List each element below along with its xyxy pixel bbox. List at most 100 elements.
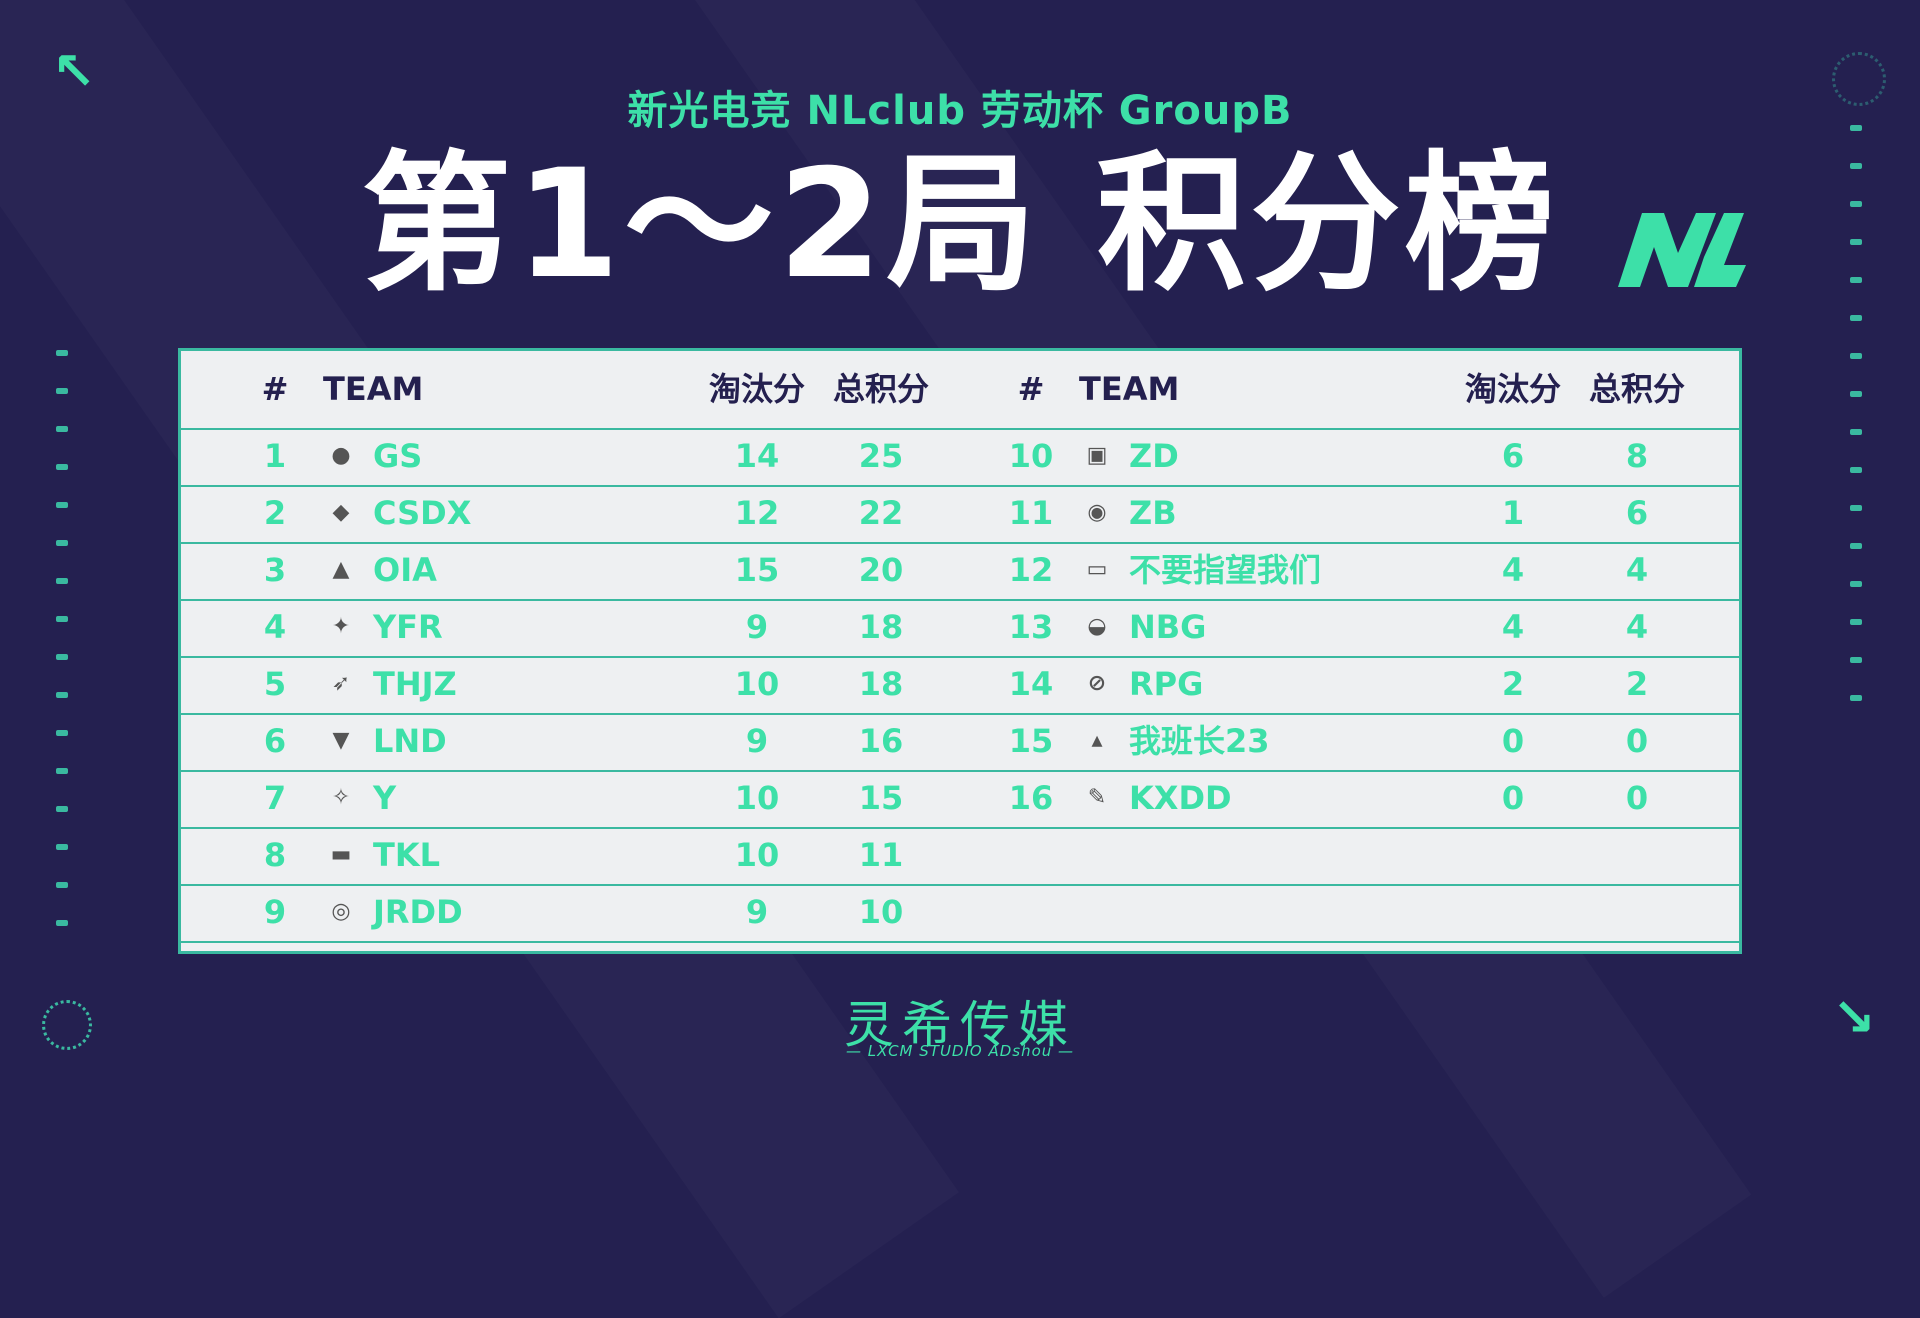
team-name: YFR (373, 608, 443, 646)
dotted-circle-decoration (1832, 52, 1886, 106)
team-total-points: 25 (858, 437, 904, 475)
team-name: KXDD (1129, 779, 1232, 817)
team-total-points: 16 (858, 722, 904, 760)
team-kill-points: 15 (734, 551, 780, 589)
zd-logo-icon: ▣ (1086, 443, 1108, 468)
oia-logo-icon: ▲ (332, 557, 350, 582)
team-name: OIA (373, 551, 437, 589)
table-header: # TEAM 淘汰分 总积分 # TEAM 淘汰分 总积分 (181, 351, 1739, 430)
team-header: TEAM (323, 370, 424, 408)
team-kill-points: 10 (734, 779, 780, 817)
team-kill-points: 12 (734, 494, 780, 532)
rank-header: # (1017, 370, 1045, 408)
team-total-points: 4 (1625, 608, 1649, 646)
nbg-logo-icon: ◒ (1087, 614, 1107, 639)
kxdd-logo-icon: ✎ (1087, 785, 1107, 810)
team-kill-points: 0 (1501, 722, 1525, 760)
lnd-club-logo-icon: ▼ (332, 728, 350, 753)
team-rank: 3 (263, 551, 287, 589)
team-name: CSDX (373, 494, 472, 532)
team-rank: 13 (1008, 608, 1054, 646)
team-rank: 5 (263, 665, 287, 703)
dotted-circle-decoration (42, 1000, 92, 1050)
team-total-points: 11 (858, 836, 904, 874)
team-rank: 10 (1008, 437, 1054, 475)
team-kill-points: 9 (745, 608, 769, 646)
team-header: TEAM (1079, 370, 1180, 408)
team-kill-points: 9 (745, 893, 769, 931)
team-kill-points: 10 (734, 836, 780, 874)
team-rank: 6 (263, 722, 287, 760)
jrdd-logo-icon: ◎ (331, 899, 351, 924)
rpg-logo-icon: ⊘ (1087, 671, 1107, 696)
team-name: LND (373, 722, 447, 760)
team-total-points: 18 (858, 665, 904, 703)
team-total-points: 22 (858, 494, 904, 532)
team-name: ZB (1129, 494, 1177, 532)
event-subtitle: 新光电竞 NLclub 劳动杯 GroupB (627, 88, 1293, 134)
team-total-points: 20 (858, 551, 904, 589)
team-total-points: 10 (858, 893, 904, 931)
zb-panda-logo-icon: ◉ (1087, 500, 1107, 525)
team-rank: 2 (263, 494, 287, 532)
leaderboard-table: # TEAM 淘汰分 总积分 # TEAM 淘汰分 总积分 1 ● GS 14 25 10… (178, 348, 1742, 954)
thjz-logo-icon: ➶ (331, 671, 351, 696)
team-rank: 9 (263, 893, 287, 931)
csdx-logo-icon: ◆ (332, 500, 350, 525)
team-kill-points: 1 (1501, 494, 1525, 532)
team-total-points: 2 (1625, 665, 1649, 703)
team-rank: 8 (263, 836, 287, 874)
team-rank: 1 (263, 437, 287, 475)
team-kill-points: 14 (734, 437, 780, 475)
table-row: 9 ◎ JRDD 9 10 (181, 884, 1739, 943)
table-row: 8 ▬ TKL 10 11 (181, 827, 1739, 886)
rank-header: # (261, 370, 289, 408)
team-total-points: 15 (858, 779, 904, 817)
total-header: 总积分 (832, 370, 929, 408)
team-name: RPG (1129, 665, 1204, 703)
team-name: THJZ (373, 665, 457, 703)
team-name: NBG (1129, 608, 1207, 646)
footer-brand: 灵希传媒 (844, 996, 1076, 1054)
team-rank: 15 (1008, 722, 1054, 760)
team-kill-points: 0 (1501, 779, 1525, 817)
team-name: Y (373, 779, 397, 817)
arrow-down-right-icon: ↘ (1832, 988, 1876, 1048)
yfr-logo-icon: ✦ (331, 614, 351, 639)
team-kill-points: 4 (1501, 608, 1525, 646)
team-total-points: 4 (1625, 551, 1649, 589)
arrow-up-left-icon: ↖ (52, 42, 96, 102)
left-dash-decoration (56, 350, 68, 926)
nl-logo-icon (1612, 205, 1748, 299)
footer-subtitle: — LXCM STUDIO ADshou — (845, 1042, 1075, 1060)
team-rank: 11 (1008, 494, 1054, 532)
team-name: 我班长23 (1129, 722, 1270, 760)
team-kill-points: 2 (1501, 665, 1525, 703)
table-row: 1 ● GS 14 25 10 ▣ ZD 6 8 (181, 428, 1739, 487)
team-total-points: 0 (1625, 722, 1649, 760)
team-kill-points: 4 (1501, 551, 1525, 589)
team-name: 不要指望我们 (1129, 551, 1322, 589)
table-row: 6 ▼ LND 9 16 15 ▴ 我班长23 0 0 (181, 713, 1739, 772)
team-total-points: 8 (1625, 437, 1649, 475)
kills-header: 淘汰分 (708, 370, 805, 408)
kills-header: 淘汰分 (1464, 370, 1561, 408)
team-kill-points: 6 (1501, 437, 1525, 475)
page-title: 第1～2局 积分榜 (361, 138, 1559, 312)
team-name: TKL (373, 836, 441, 874)
team-rank: 12 (1008, 551, 1054, 589)
total-header: 总积分 (1588, 370, 1685, 408)
team-name: GS (373, 437, 423, 475)
team-kill-points: 9 (745, 722, 769, 760)
table-row: 7 ✧ Y 10 15 16 ✎ KXDD 0 0 (181, 770, 1739, 829)
team-rank: 16 (1008, 779, 1054, 817)
team-kill-points: 10 (734, 665, 780, 703)
table-row: 4 ✦ YFR 9 18 13 ◒ NBG 4 4 (181, 599, 1739, 658)
tkl-logo-icon: ▬ (330, 842, 352, 867)
y-logo-icon: ✧ (331, 785, 351, 810)
team-total-points: 0 (1625, 779, 1649, 817)
table-row: 2 ◆ CSDX 12 22 11 ◉ ZB 1 6 (181, 485, 1739, 544)
team-total-points: 6 (1625, 494, 1649, 532)
team-name: JRDD (373, 893, 463, 931)
team-rank: 14 (1008, 665, 1054, 703)
